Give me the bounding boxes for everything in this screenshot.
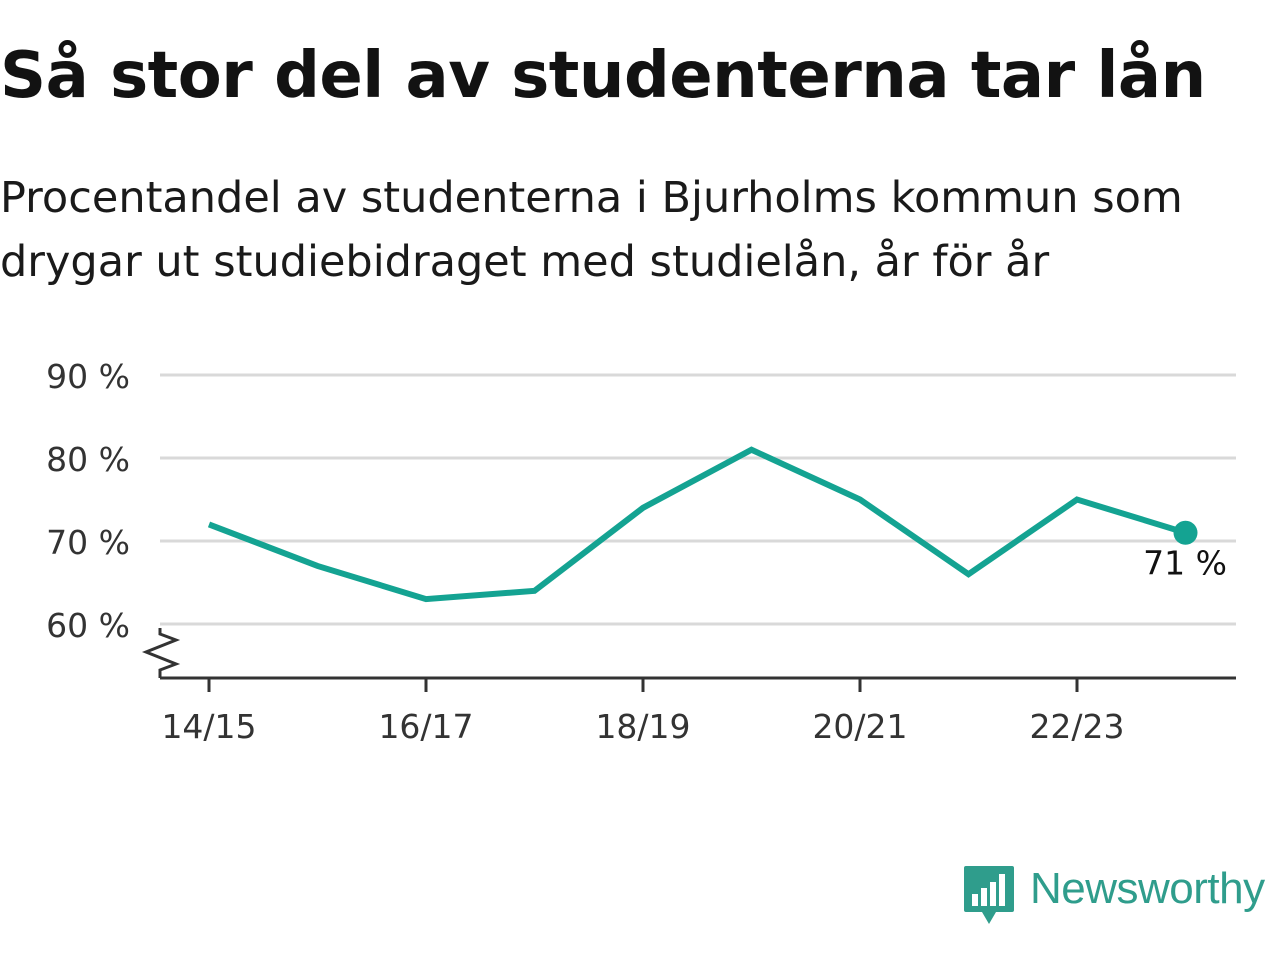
- last-point-marker: [1173, 520, 1198, 545]
- series-group: [207, 446, 1198, 603]
- y-tick-labels: 60 % 70 % 80 % 90 %: [46, 357, 130, 645]
- newsworthy-branding: Newsworthy: [962, 862, 1265, 928]
- x-ticks: [207, 678, 1079, 692]
- x-tick-label: 22/23: [1029, 707, 1124, 746]
- x-tick-labels: 14/15 16/17 18/19 20/21 22/23: [161, 707, 1124, 746]
- y-tick-label: 70 %: [46, 523, 130, 562]
- chart-title: Så stor del av studenterna tar lån: [0, 39, 1206, 113]
- series-line: [207, 446, 1187, 603]
- brand-name: Newsworthy: [1030, 864, 1265, 913]
- x-tick-label: 16/17: [378, 707, 473, 746]
- y-tick-label: 90 %: [46, 357, 130, 396]
- axis-break-marker: [141, 628, 181, 678]
- x-tick-label: 20/21: [812, 707, 907, 746]
- y-tick-label: 80 %: [46, 440, 130, 479]
- axes: [141, 628, 1236, 680]
- last-value-label: 71 %: [1143, 544, 1227, 583]
- annotations: 71 %: [1143, 544, 1227, 583]
- x-tick-label: 18/19: [595, 707, 690, 746]
- bar-chart-speech-bubble-icon: [964, 866, 1014, 924]
- y-tick-label: 60 %: [46, 606, 130, 645]
- chart-subtitle: Procentandel av studenterna i Bjurholms …: [0, 173, 1183, 287]
- grid-lines: [160, 373, 1236, 626]
- x-tick-label: 14/15: [161, 707, 256, 746]
